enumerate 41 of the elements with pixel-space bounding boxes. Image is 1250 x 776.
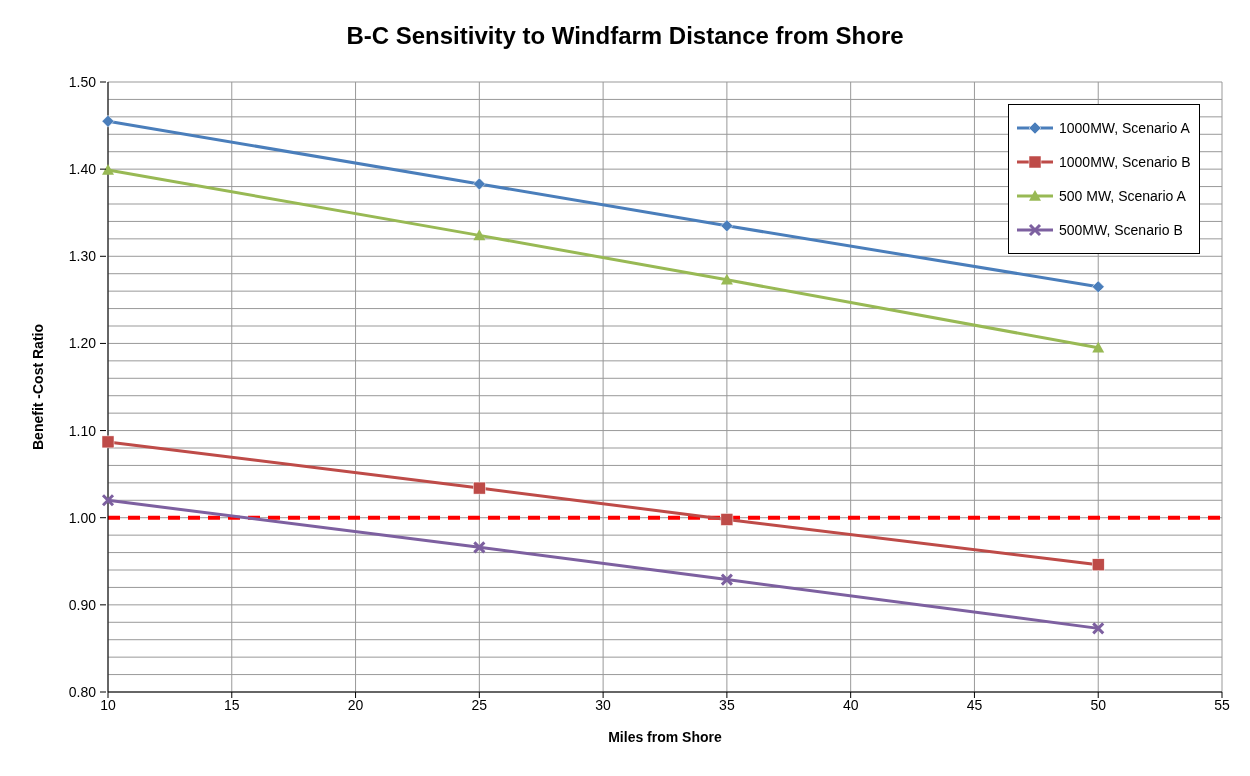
point	[720, 219, 734, 233]
point	[1091, 558, 1105, 572]
y-tick-label: 0.90	[68, 596, 97, 613]
point	[1091, 621, 1105, 635]
y-tick-label: 1.20	[68, 335, 97, 352]
point	[101, 493, 115, 507]
x-tick-label: 35	[719, 696, 735, 713]
point	[473, 177, 486, 191]
point	[720, 273, 733, 285]
point	[101, 114, 115, 128]
point	[102, 164, 114, 175]
point	[473, 481, 486, 495]
x-tick-label: 30	[595, 696, 612, 713]
point	[720, 573, 734, 587]
chart-title: B-C Sensitivity to Windfarm Distance from Shore	[345, 22, 905, 51]
y-tick-label: 1.40	[68, 161, 97, 178]
x-tick-label: 45	[966, 696, 983, 713]
legend-label: 1000MW, Scenario B	[1059, 154, 1191, 170]
x-axis-title: Miles from Shore	[608, 729, 722, 745]
point	[720, 513, 734, 526]
y-tick-label: 1.10	[68, 422, 97, 439]
y-tick-label: 0.80	[68, 684, 97, 700]
point	[1091, 280, 1105, 294]
x-tick-label: 10	[100, 696, 116, 713]
legend-label: 500MW, Scenario B	[1059, 222, 1183, 238]
x-tick-label: 40	[842, 696, 859, 713]
point	[101, 435, 115, 449]
y-tick-label: 1.50	[68, 74, 97, 90]
legend-label: 1000MW, Scenario A	[1059, 120, 1190, 136]
point	[1092, 341, 1105, 353]
x-tick-label: 25	[471, 696, 488, 713]
y-tick-label: 1.00	[68, 509, 97, 526]
y-axis-title: Benefit -Cost Ratio	[29, 324, 46, 450]
x-tick-label: 55	[1214, 696, 1230, 713]
legend-label: 500 MW, Scenario A	[1059, 188, 1186, 204]
x-tick-label: 15	[223, 696, 240, 713]
point	[472, 540, 486, 554]
y-tick-label: 1.30	[68, 248, 97, 265]
x-tick-label: 50	[1090, 696, 1107, 713]
point	[473, 229, 486, 241]
x-tick-label: 20	[347, 696, 364, 713]
